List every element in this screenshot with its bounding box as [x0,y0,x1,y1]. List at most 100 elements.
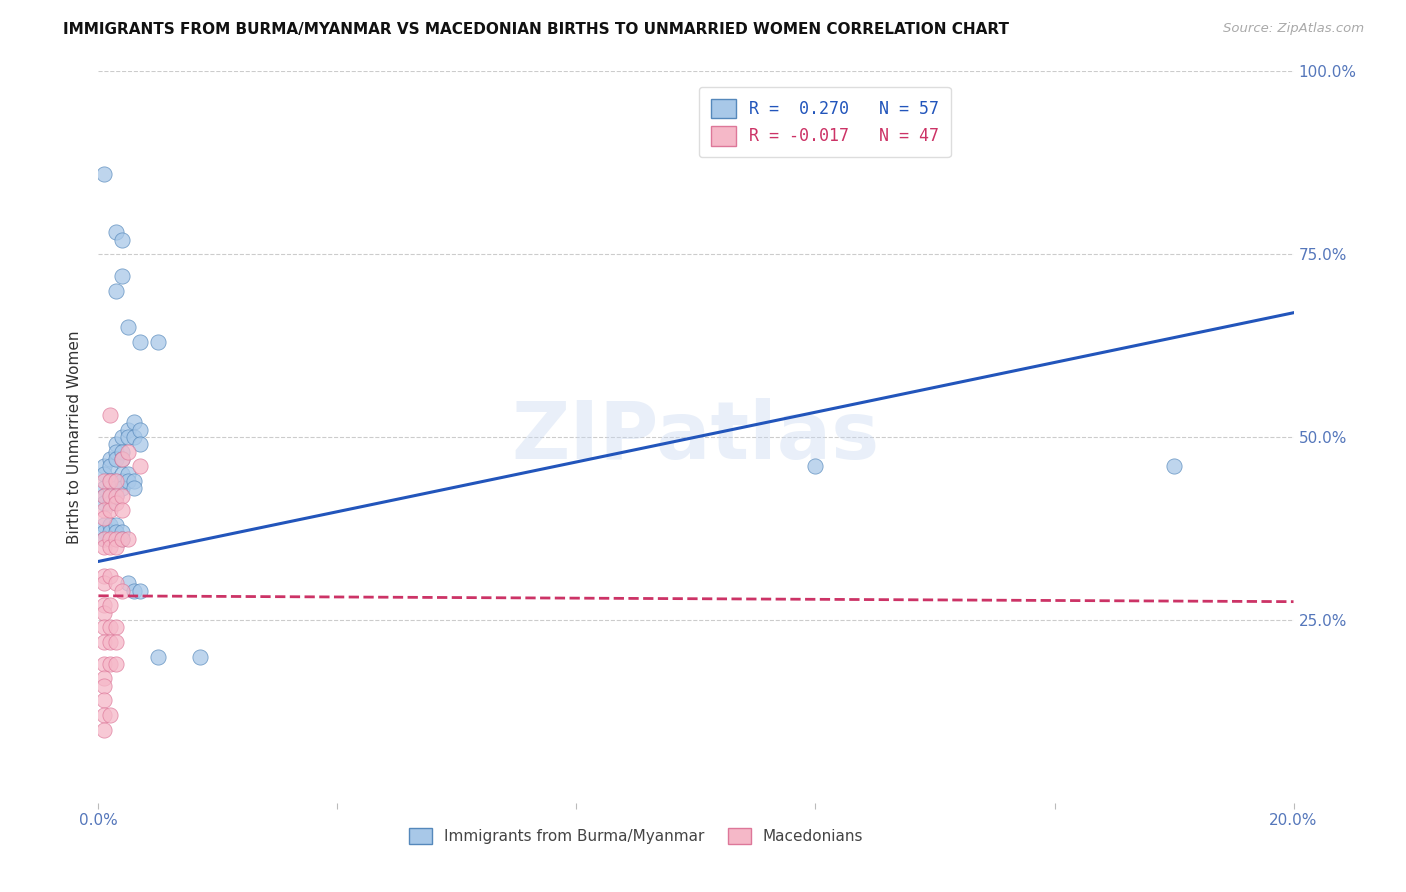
Point [93,533,115,547]
Point [93,510,115,524]
Point [98,459,122,474]
Point [93,672,115,686]
Point [111,583,134,598]
Point [1163,459,1185,474]
Point [804,459,827,474]
Point [93,657,115,671]
Point [117,423,139,437]
Point [129,583,152,598]
Text: ZIPatlas: ZIPatlas [512,398,880,476]
Point [117,430,139,444]
Point [111,489,134,503]
Point [98,569,122,583]
Point [98,525,122,540]
Text: Source: ZipAtlas.com: Source: ZipAtlas.com [1223,22,1364,36]
Point [117,444,139,458]
Point [93,576,115,591]
Point [98,474,122,488]
Point [98,540,122,554]
Point [111,233,134,247]
Point [93,540,115,554]
Point [93,599,115,613]
Point [111,444,134,458]
Point [105,517,128,532]
Point [117,474,139,488]
Point [105,225,128,239]
Point [117,533,139,547]
Point [117,576,139,591]
Point [124,430,146,444]
Point [93,533,115,547]
Point [111,481,134,495]
Point [98,517,122,532]
Point [93,503,115,517]
Y-axis label: Births to Unmarried Women: Births to Unmarried Women [67,330,83,544]
Point [93,481,115,495]
Point [98,496,122,510]
Point [98,635,122,649]
Point [105,576,128,591]
Point [98,452,122,467]
Point [98,599,122,613]
Point [93,496,115,510]
Point [111,533,134,547]
Point [93,474,115,488]
Point [105,452,128,467]
Point [105,444,128,458]
Point [111,269,134,284]
Point [93,693,115,707]
Point [105,474,128,488]
Point [111,452,134,467]
Point [93,606,115,620]
Point [93,517,115,532]
Point [188,649,211,664]
Point [105,489,128,503]
Point [105,496,128,510]
Point [111,467,134,481]
Point [98,708,122,723]
Point [93,467,115,481]
Point [129,423,152,437]
Point [129,334,152,349]
Point [93,489,115,503]
Point [111,533,134,547]
Point [124,474,146,488]
Point [129,459,152,474]
Point [148,649,170,664]
Point [93,708,115,723]
Legend: Immigrants from Burma/Myanmar, Macedonians: Immigrants from Burma/Myanmar, Macedonia… [404,822,869,850]
Point [93,620,115,634]
Point [124,416,146,430]
Point [98,481,122,495]
Point [148,334,170,349]
Point [111,452,134,467]
Point [111,503,134,517]
Point [98,489,122,503]
Point [111,525,134,540]
Point [93,525,115,540]
Point [93,569,115,583]
Point [105,284,128,298]
Point [98,489,122,503]
Point [124,583,146,598]
Point [105,657,128,671]
Point [105,635,128,649]
Point [129,437,152,451]
Point [105,620,128,634]
Point [111,474,134,488]
Point [117,320,139,334]
Point [105,525,128,540]
Point [105,489,128,503]
Point [93,723,115,737]
Point [98,474,122,488]
Point [105,533,128,547]
Point [93,459,115,474]
Point [98,408,122,422]
Point [124,481,146,495]
Point [111,430,134,444]
Point [117,467,139,481]
Point [98,533,122,547]
Point [98,503,122,517]
Point [98,657,122,671]
Point [93,635,115,649]
